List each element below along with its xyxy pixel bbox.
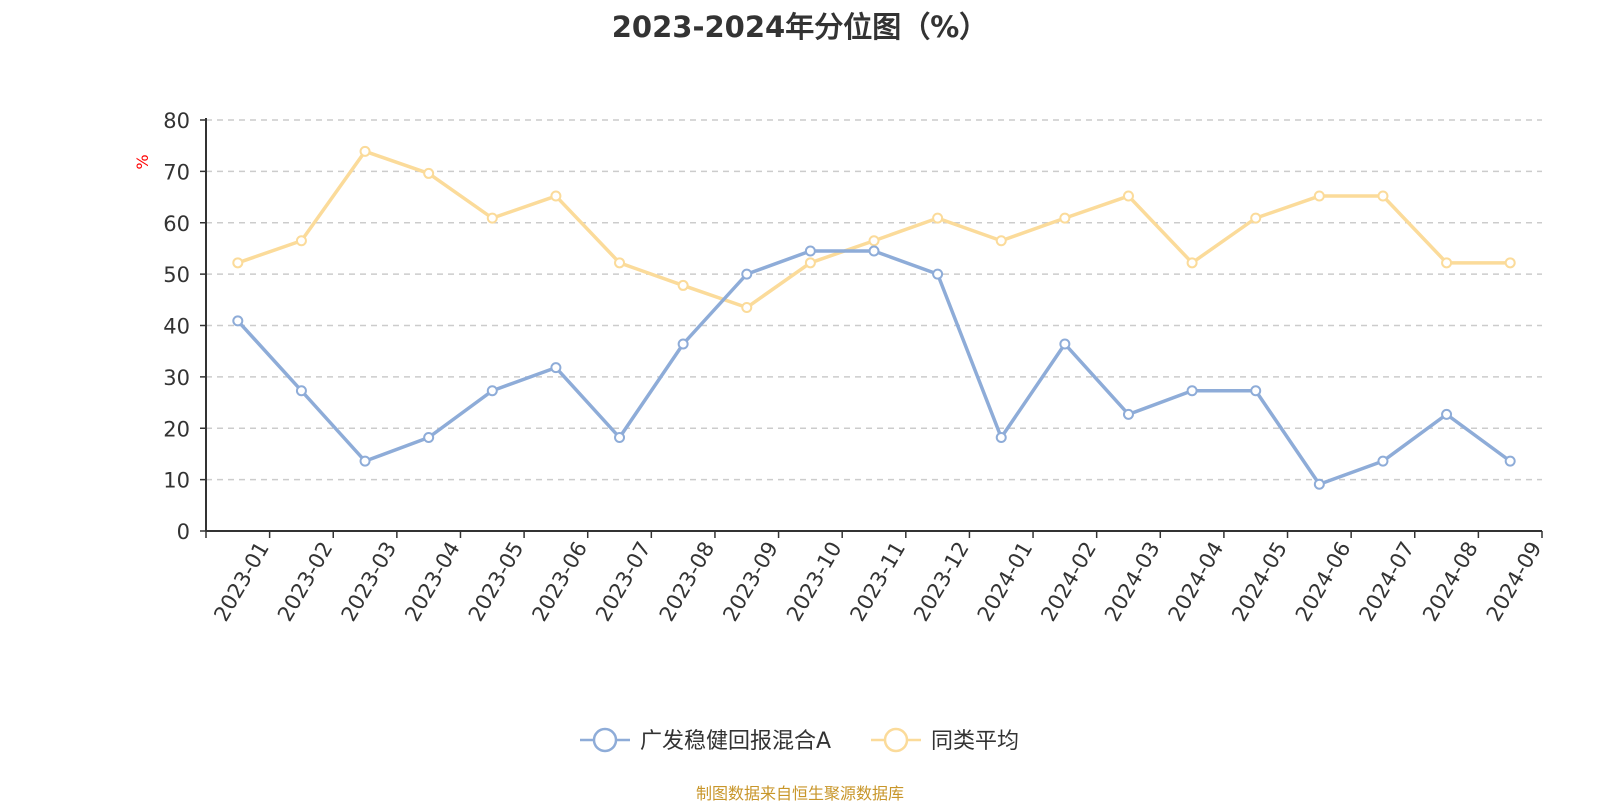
x-tick-label: 2023-02: [273, 538, 338, 626]
legend-item[interactable]: 同类平均: [871, 727, 1019, 754]
grid-lines: [206, 119, 1542, 481]
data-point: [932, 212, 944, 224]
data-point: [932, 268, 944, 280]
data-point: [359, 455, 371, 467]
data-point: [486, 385, 498, 397]
x-tick-label: 2024-06: [1291, 538, 1356, 626]
data-point: [423, 431, 435, 443]
data-point: [486, 212, 498, 224]
x-tick-label: 2023-09: [718, 538, 783, 626]
data-point: [995, 235, 1007, 247]
data-point: [295, 235, 307, 247]
data-point: [868, 245, 880, 257]
data-point: [550, 362, 562, 374]
x-tick-label: 2024-01: [973, 538, 1038, 626]
data-point: [614, 257, 626, 269]
y-tick-label: 10: [163, 469, 190, 493]
x-tick-label: 2023-04: [400, 538, 465, 626]
data-point: [804, 245, 816, 257]
data-point: [741, 268, 753, 280]
x-tick-label: 2023-06: [527, 538, 592, 626]
legend[interactable]: 广发稳健回报混合A 同类平均: [580, 727, 1019, 754]
axes: 01020304050607080%2023-012023-022023-032…: [133, 109, 1546, 625]
x-tick-label: 2024-07: [1354, 538, 1419, 626]
data-point: [1441, 257, 1453, 269]
x-tick-label: 2023-03: [337, 538, 402, 626]
data-point: [1504, 455, 1516, 467]
data-point: [995, 431, 1007, 443]
x-tick-label: 2023-10: [782, 538, 847, 626]
y-axis-label: %: [133, 154, 152, 169]
data-point: [741, 302, 753, 314]
data-point: [232, 257, 244, 269]
legend-marker-icon: [883, 727, 909, 753]
data-point: [804, 257, 816, 269]
y-tick-label: 30: [163, 366, 190, 390]
data-point: [295, 385, 307, 397]
data-point: [1377, 455, 1389, 467]
x-tick-label: 2024-05: [1227, 538, 1292, 626]
data-point: [1122, 408, 1134, 420]
y-tick-label: 80: [163, 109, 190, 133]
x-tick-label: 2024-03: [1100, 538, 1165, 626]
x-tick-label: 2023-05: [464, 538, 529, 626]
x-tick-label: 2023-01: [209, 538, 274, 626]
series-lines: [232, 145, 1516, 490]
data-point: [1441, 408, 1453, 420]
data-point: [1313, 190, 1325, 202]
legend-marker-icon: [592, 727, 618, 753]
chart-title: 2023-2024年分位图（%）: [611, 10, 989, 44]
source-note: 制图数据来自恒生聚源数据库: [695, 784, 904, 803]
data-point: [677, 279, 689, 291]
x-tick-label: 2024-04: [1164, 538, 1229, 626]
y-tick-label: 40: [163, 315, 190, 339]
data-point: [1377, 190, 1389, 202]
data-point: [1313, 478, 1325, 490]
data-point: [614, 431, 626, 443]
y-tick-label: 50: [163, 263, 190, 287]
y-tick-label: 20: [163, 417, 190, 441]
y-tick-label: 0: [177, 520, 190, 544]
x-tick-label: 2024-08: [1418, 538, 1483, 626]
series-line: [236, 249, 1512, 486]
data-point: [423, 167, 435, 179]
data-point: [1186, 385, 1198, 397]
data-point: [1059, 338, 1071, 350]
x-tick-label: 2023-11: [845, 538, 910, 626]
x-tick-label: 2023-07: [591, 538, 656, 626]
data-point: [359, 145, 371, 157]
legend-label: 同类平均: [931, 729, 1019, 754]
data-point: [1122, 190, 1134, 202]
data-point: [232, 315, 244, 327]
x-tick-label: 2023-12: [909, 538, 974, 626]
data-point: [677, 338, 689, 350]
x-tick-label: 2024-09: [1482, 538, 1547, 626]
x-tick-label: 2024-02: [1036, 538, 1101, 626]
data-point: [1059, 212, 1071, 224]
data-point: [1504, 257, 1516, 269]
data-point: [550, 190, 562, 202]
y-tick-label: 70: [163, 160, 190, 184]
data-point: [1186, 257, 1198, 269]
y-tick-label: 60: [163, 212, 190, 236]
legend-item[interactable]: 广发稳健回报混合A: [580, 727, 831, 754]
data-point: [1250, 212, 1262, 224]
x-tick-label: 2023-08: [655, 538, 720, 626]
data-point: [868, 235, 880, 247]
data-point: [1250, 385, 1262, 397]
legend-label: 广发稳健回报混合A: [640, 729, 831, 754]
